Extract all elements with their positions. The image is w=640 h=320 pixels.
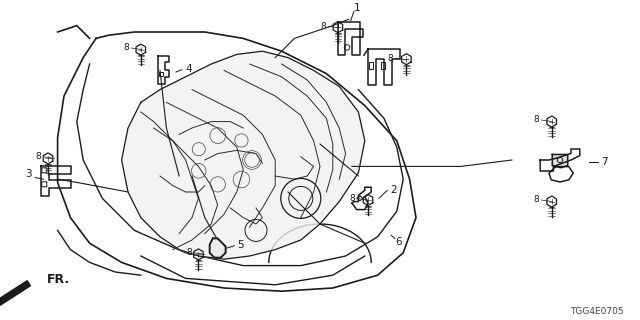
Bar xyxy=(159,72,163,76)
Text: 8: 8 xyxy=(124,44,129,52)
Text: 3: 3 xyxy=(26,169,32,180)
Polygon shape xyxy=(210,238,226,258)
Text: 1: 1 xyxy=(354,3,360,13)
Text: FR.: FR. xyxy=(47,273,70,286)
Text: TGG4E0705: TGG4E0705 xyxy=(570,307,624,316)
Text: 8: 8 xyxy=(534,196,539,204)
Bar xyxy=(381,62,385,69)
Text: 6: 6 xyxy=(396,236,402,247)
Text: 7: 7 xyxy=(601,156,607,167)
Text: 5: 5 xyxy=(237,240,244,250)
Text: 8: 8 xyxy=(186,248,191,257)
Polygon shape xyxy=(122,51,365,259)
Text: 8: 8 xyxy=(36,152,41,161)
Text: 8: 8 xyxy=(349,194,355,203)
Bar xyxy=(369,62,373,69)
Text: 8: 8 xyxy=(534,116,539,124)
Polygon shape xyxy=(552,155,568,168)
Text: 4: 4 xyxy=(186,64,192,74)
Text: 8: 8 xyxy=(321,22,326,31)
Text: 2: 2 xyxy=(390,185,397,196)
Text: 8: 8 xyxy=(388,54,393,63)
FancyArrow shape xyxy=(0,281,31,311)
